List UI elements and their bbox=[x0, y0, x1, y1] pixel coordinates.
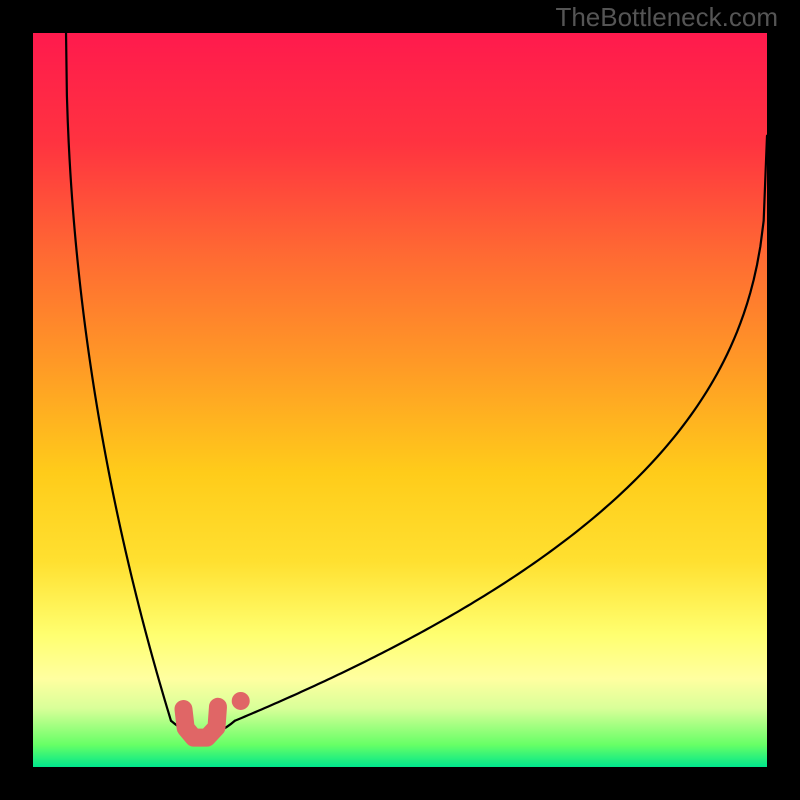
plot-frame bbox=[33, 33, 767, 767]
right-curve bbox=[235, 136, 767, 721]
chart-svg bbox=[33, 33, 767, 767]
chart-stage: TheBottleneck.com bbox=[0, 0, 800, 800]
watermark-text: TheBottleneck.com bbox=[555, 2, 778, 33]
marker-dot bbox=[232, 692, 250, 710]
left-curve bbox=[66, 33, 171, 721]
marker-u-shape bbox=[183, 707, 218, 738]
